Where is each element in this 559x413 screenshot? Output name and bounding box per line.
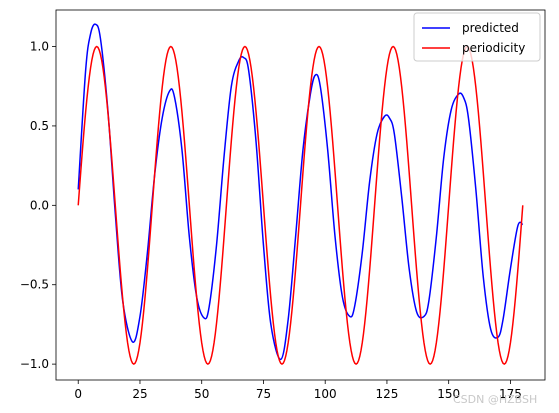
legend-box (413, 12, 541, 62)
x-tick-label: 25 (132, 387, 147, 401)
y-tick-label: −0.5 (20, 278, 49, 292)
axes-frame (55, 9, 546, 381)
x-axis: 0 25 50 75 100 125 150 175 (74, 380, 522, 401)
y-tick-label: 0.5 (30, 119, 49, 133)
plot-area (77, 23, 524, 366)
series-line-predicted (77, 23, 524, 361)
y-axis: −1.0 −0.5 0.0 0.5 1.0 (20, 40, 56, 371)
x-tick-label: 125 (375, 387, 398, 401)
y-tick-label: −1.0 (20, 357, 49, 371)
x-tick-label: 100 (314, 387, 337, 401)
watermark: CSDN @HZBSH (453, 393, 537, 406)
y-tick-label: 1.0 (30, 40, 49, 54)
x-tick-label: 0 (74, 387, 82, 401)
legend-label-periodicity: periodicity (462, 41, 525, 55)
x-tick-label: 50 (194, 387, 209, 401)
x-tick-label: 150 (437, 387, 460, 401)
y-tick-label: 0.0 (30, 198, 49, 212)
x-tick-label: 175 (499, 387, 522, 401)
legend: predicted periodicity (413, 12, 541, 62)
legend-label-predicted: predicted (462, 21, 519, 35)
x-tick-label: 75 (256, 387, 271, 401)
series-line-periodicity (77, 45, 524, 366)
